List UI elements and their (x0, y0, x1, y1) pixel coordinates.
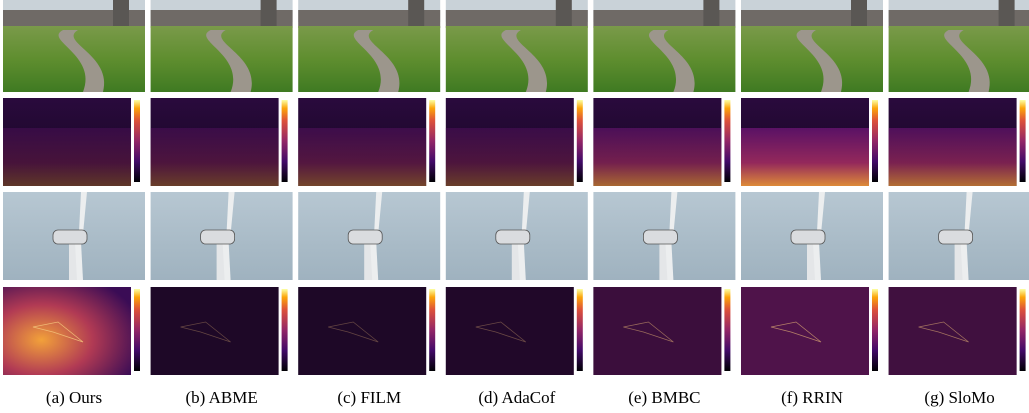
error-map-heat (151, 287, 279, 375)
caption: (g) SloMo (924, 388, 994, 407)
colorbar (724, 100, 730, 182)
figure: (a) Ours (b) ABME (c) FILM (d) AdaCof (e) BM… (0, 0, 1029, 413)
turbine-nacelle (201, 230, 235, 244)
error-map-heat (298, 128, 426, 186)
colorbar (134, 289, 140, 371)
turbine-nacelle (643, 230, 677, 244)
scene-grass (446, 26, 588, 92)
panel-column: (a) Ours (3, 0, 145, 407)
turbine-nacelle (939, 230, 973, 244)
caption: (a) Ours (46, 388, 102, 407)
error-map-heat (741, 287, 869, 375)
error-map (3, 287, 131, 375)
panel-column: (e) BMBC (593, 0, 735, 407)
scene-tower (556, 0, 572, 26)
panel-column: (c) FILM (298, 0, 440, 407)
scene-tower (851, 0, 867, 26)
scene-grass (151, 26, 293, 92)
turbine-nacelle (348, 230, 382, 244)
colorbar (1020, 289, 1026, 371)
panel-column: (g) SloMo (889, 0, 1029, 407)
caption: (f) RRIN (781, 388, 843, 407)
error-map-heat (3, 128, 131, 186)
scene-tower (261, 0, 277, 26)
caption: (b) ABME (185, 388, 257, 407)
colorbar (724, 289, 730, 371)
scene-grass (593, 26, 735, 92)
colorbar (429, 289, 435, 371)
turbine-nacelle (791, 230, 825, 244)
error-map-heat (593, 128, 721, 186)
error-map-heat (889, 128, 1017, 186)
colorbar (577, 100, 583, 182)
colorbar (429, 100, 435, 182)
error-map-heat (446, 287, 574, 375)
caption: (d) AdaCof (478, 388, 555, 407)
scene-tower (408, 0, 424, 26)
colorbar (282, 289, 288, 371)
colorbar (134, 100, 140, 182)
scene-grass (741, 26, 883, 92)
panel-column: (d) AdaCof (446, 0, 588, 407)
colorbar (282, 100, 288, 182)
scene-grass (298, 26, 440, 92)
error-map-heat (446, 128, 574, 186)
panel-column: (f) RRIN (741, 0, 883, 407)
panel-column: (b) ABME (151, 0, 293, 407)
caption: (c) FILM (337, 388, 401, 407)
scene-tower (703, 0, 719, 26)
scene-tower (999, 0, 1015, 26)
scene-grass (3, 26, 145, 92)
error-map-heat (741, 128, 869, 186)
error-map-heat (151, 128, 279, 186)
turbine-nacelle (496, 230, 530, 244)
colorbar (872, 100, 878, 182)
colorbar (872, 289, 878, 371)
caption: (e) BMBC (628, 388, 700, 407)
error-map-heat (889, 287, 1017, 375)
colorbar (577, 289, 583, 371)
error-map-heat (593, 287, 721, 375)
error-map-heat (298, 287, 426, 375)
turbine-nacelle (53, 230, 87, 244)
scene-tower (113, 0, 129, 26)
colorbar (1020, 100, 1026, 182)
